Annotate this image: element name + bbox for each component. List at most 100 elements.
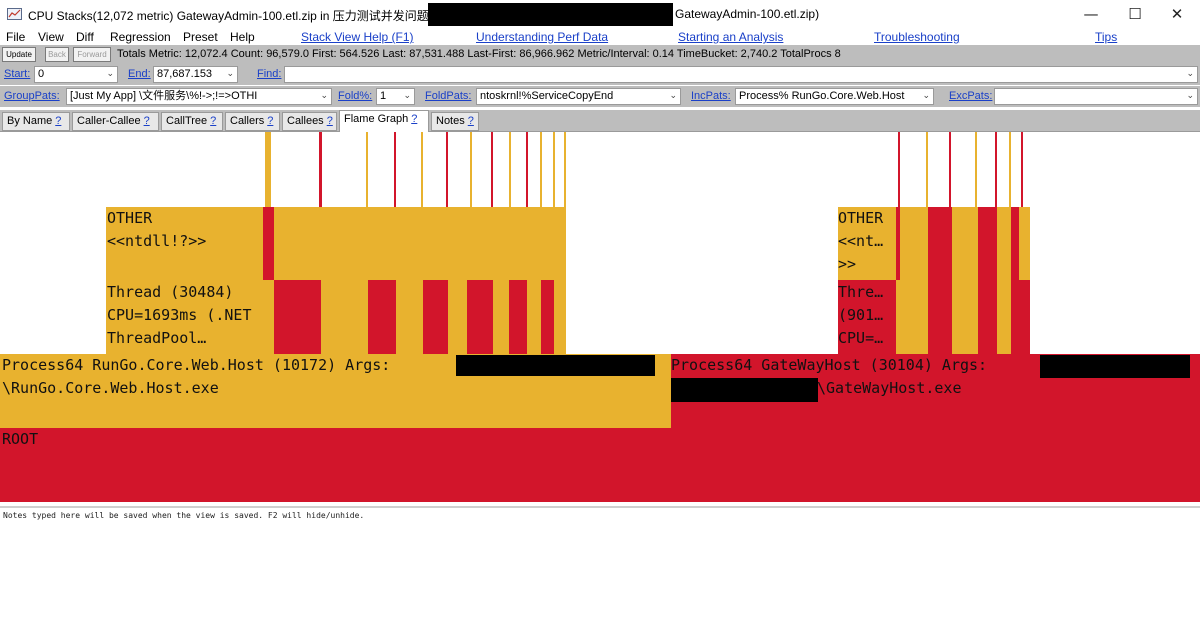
foldpats-input[interactable]: ntoskrnl!%ServiceCopyEnd ⌄ [476,88,681,105]
frame-stack[interactable] [1009,132,1011,207]
find-input[interactable]: ⌄ [284,66,1198,83]
link-stack-view-help[interactable]: Stack View Help (F1) [301,30,414,44]
fold-input[interactable]: 1 ⌄ [376,88,415,105]
menu-file[interactable]: File [6,30,26,44]
update-button[interactable]: Update [2,47,36,62]
frame-other[interactable] [978,207,997,280]
tab-callees[interactable]: Callees? [282,112,337,131]
frame-process-rungo[interactable]: Process64 RunGo.Core.Web.Host (10172) Ar… [0,354,671,428]
frame-thread[interactable] [321,280,368,354]
tab-help-link[interactable]: ? [143,115,150,127]
frame-thread[interactable] [368,280,396,354]
close-button[interactable]: ✕ [1170,5,1184,23]
frame-process-gatewayhost[interactable]: Process64 GateWayHost (30104) Args: \Gat… [671,354,1200,428]
frame-thread[interactable] [274,280,321,354]
end-input[interactable]: 87,687.153 ⌄ [153,66,238,83]
frame-other[interactable] [1011,207,1019,280]
frame-thread[interactable] [541,280,554,354]
link-understanding-perf-data[interactable]: Understanding Perf Data [476,30,609,44]
tab-callers[interactable]: Callers? [225,112,280,131]
frame-stack[interactable] [265,132,271,207]
frame-thread[interactable] [448,280,467,354]
frame-stack[interactable] [319,132,322,207]
frame-stack[interactable] [394,132,396,207]
frame-thread[interactable] [978,280,997,354]
chevron-down-icon[interactable]: ⌄ [226,69,234,79]
frame-other[interactable] [900,207,928,280]
tab-caller-callee[interactable]: Caller-Callee? [72,112,159,131]
frame-thread[interactable] [423,280,448,354]
tab-help-link[interactable]: ? [55,115,62,127]
chevron-down-icon[interactable]: ⌄ [1186,91,1194,101]
grouppats-label[interactable]: GroupPats: [4,90,60,102]
tab-help-link[interactable]: ? [210,115,217,127]
frame-thread[interactable] [493,280,509,354]
frame-other[interactable] [896,207,900,280]
link-starting-an-analysis[interactable]: Starting an Analysis [678,30,784,44]
menu-view[interactable]: View [38,30,64,44]
frame-thread[interactable] [928,280,952,354]
frame-other[interactable] [952,207,978,280]
frame-thread[interactable] [997,280,1011,354]
find-label[interactable]: Find: [257,68,282,80]
frame-stack[interactable] [898,132,900,207]
frame-stack[interactable] [470,132,472,207]
incpats-label[interactable]: IncPats: [691,90,731,102]
frame-thread-901[interactable]: Thre… (901… CPU=… [838,280,896,354]
foldpats-label[interactable]: FoldPats: [425,90,472,102]
frame-stack[interactable] [540,132,542,207]
frame-stack[interactable] [926,132,928,207]
menu-diff[interactable]: Diff [76,30,94,44]
minimize-button[interactable]: — [1083,5,1099,23]
chevron-down-icon[interactable]: ⌄ [669,91,677,101]
maximize-button[interactable]: ☐ [1128,5,1142,23]
menu-help[interactable]: Help [230,30,255,44]
chevron-down-icon[interactable]: ⌄ [922,91,930,101]
excpats-input[interactable]: ⌄ [994,88,1198,105]
end-label[interactable]: End: [128,68,151,80]
frame-stack[interactable] [995,132,997,207]
start-label[interactable]: Start: [4,68,31,80]
frame-stack[interactable] [446,132,448,207]
frame-stack[interactable] [949,132,951,207]
frame-thread[interactable] [396,280,423,354]
tab-help-link[interactable]: ? [467,115,474,127]
frame-thread[interactable] [1011,280,1030,354]
grouppats-input[interactable]: [Just My App] \文件服务\%!->;!=>OTHI ⌄ [66,88,332,105]
chevron-down-icon[interactable]: ⌄ [106,69,114,79]
menu-regression[interactable]: Regression [110,30,171,44]
frame-other[interactable] [928,207,952,280]
tab-notes[interactable]: Notes? [431,112,479,131]
tab-help-link[interactable]: ? [326,115,333,127]
frame-thread[interactable] [554,280,566,354]
frame-stack[interactable] [564,132,566,207]
menu-preset[interactable]: Preset [183,30,218,44]
frame-other[interactable] [263,207,274,280]
frame-stack[interactable] [366,132,368,207]
link-tips[interactable]: Tips [1095,30,1118,44]
frame-other-ntdll[interactable]: OTHER <<ntdll!?>> [106,207,263,280]
frame-root[interactable]: ROOT [0,428,1200,502]
tab-by-name[interactable]: By Name? [2,112,70,131]
frame-other[interactable] [1019,207,1030,280]
frame-other[interactable] [997,207,1011,280]
start-input[interactable]: 0 ⌄ [34,66,118,83]
incpats-input[interactable]: Process% RunGo.Core.Web.Host ⌄ [735,88,934,105]
frame-thread[interactable] [896,280,928,354]
back-button[interactable]: Back [45,47,69,62]
tab-flame-graph[interactable]: Flame Graph? [339,110,429,132]
frame-stack[interactable] [491,132,493,207]
frame-thread[interactable] [509,280,527,354]
excpats-label[interactable]: ExcPats: [949,90,993,102]
tab-calltree[interactable]: CallTree? [161,112,223,131]
frame-other[interactable] [274,207,566,280]
frame-thread-30484[interactable]: Thread (30484) CPU=1693ms (.NET ThreadPo… [106,280,274,354]
link-troubleshooting[interactable]: Troubleshooting [874,30,960,44]
frame-thread[interactable] [527,280,541,354]
notes-pane[interactable]: Notes typed here will be saved when the … [0,506,1200,638]
frame-thread[interactable] [952,280,978,354]
forward-button[interactable]: Forward [73,47,111,62]
chevron-down-icon[interactable]: ⌄ [403,91,411,101]
chevron-down-icon[interactable]: ⌄ [1186,69,1194,79]
chevron-down-icon[interactable]: ⌄ [320,91,328,101]
